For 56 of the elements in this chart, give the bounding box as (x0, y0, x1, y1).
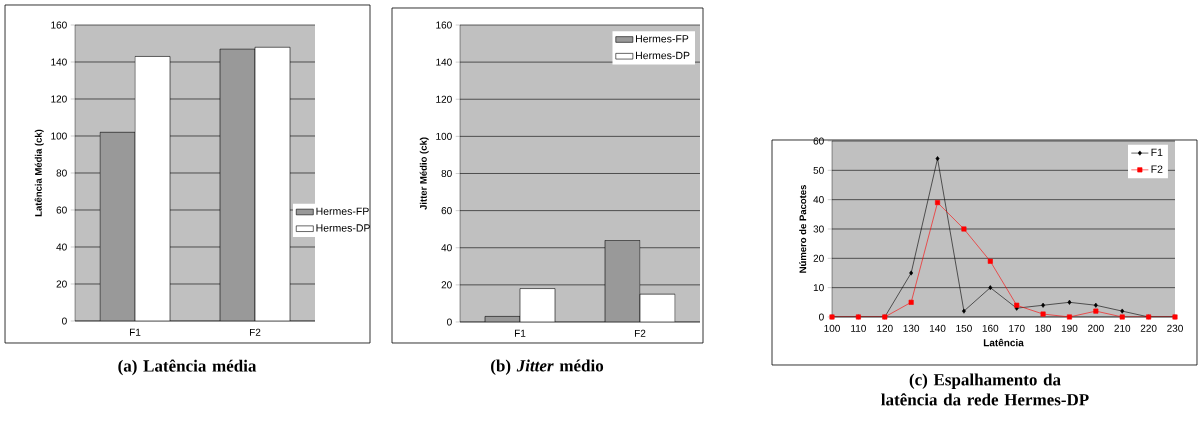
text: (b) Jitter médio (491, 359, 604, 375)
x-tick-label: 200 (1088, 324, 1104, 332)
x-tick-label: 100 (824, 324, 840, 332)
y-tick-label: 20 (56, 280, 67, 288)
y-tick-label: 120 (436, 95, 452, 103)
y-axis-title: Número de Pacotes (799, 185, 807, 273)
x-tick-label: 150 (956, 324, 972, 332)
y-tick-label: 40 (56, 243, 67, 251)
y-axis-title: Jitter Médio (ck) (419, 137, 429, 210)
y-tick-label: 160 (51, 21, 67, 29)
y-tick-label: 100 (436, 132, 452, 140)
y-tick-label: 0 (62, 317, 67, 325)
y-tick-label: 50 (813, 166, 824, 174)
x-tick-label: 120 (877, 324, 893, 332)
y-tick-label: 80 (441, 169, 452, 178)
x-tick-label: F2 (634, 329, 646, 337)
y-tick-label: 0 (819, 313, 824, 321)
x-tick-label: 220 (1140, 324, 1157, 332)
y-tick-label: 140 (51, 58, 67, 66)
y-tick-label: 40 (441, 244, 452, 252)
y-tick-label: 80 (56, 169, 67, 177)
y-tick-label: 100 (51, 132, 67, 140)
x-tick-label: 140 (929, 324, 946, 332)
y-tick-label: 30 (813, 225, 824, 233)
x-tick-label: 230 (1167, 324, 1183, 332)
x-tick-label: F1 (130, 328, 141, 336)
x-tick-label: F1 (514, 329, 526, 337)
y-tick-label: 10 (813, 284, 824, 292)
y-tick-label: 0 (447, 318, 452, 326)
x-tick-label: F2 (249, 328, 261, 336)
y-tick-label: 40 (813, 196, 824, 204)
legend-label: Hermes-FP (316, 207, 369, 215)
x-tick-label: 190 (1061, 324, 1078, 332)
x-axis-title: Latência (983, 338, 1024, 347)
x-tick-label: 160 (982, 324, 999, 332)
legend-label: Hermes-DP (636, 51, 690, 60)
y-tick-label: 60 (813, 137, 824, 145)
y-axis-title: Latência Média (ck) (34, 129, 44, 217)
y-tick-label: 20 (813, 254, 824, 262)
x-tick-label: 170 (1009, 324, 1025, 332)
y-tick-label: 20 (441, 281, 452, 289)
legend-label: F1 (1151, 148, 1163, 156)
text: (a) Latência média (118, 359, 257, 376)
text: (c) Espalhamento da latência da rede Hermes-DP (881, 373, 1089, 406)
legend-label: Hermes-DP (316, 224, 370, 232)
legend-label: F2 (1151, 165, 1163, 173)
legend-label: Hermes-FP (636, 35, 689, 43)
y-tick-label: 60 (56, 206, 67, 214)
y-tick-label: 160 (436, 21, 452, 29)
x-tick-label: 130 (903, 324, 920, 332)
y-tick-label: 60 (441, 207, 452, 215)
x-tick-label: 180 (1035, 324, 1052, 332)
y-tick-label: 120 (51, 95, 67, 103)
x-tick-label: 110 (851, 324, 866, 332)
x-tick-label: 210 (1114, 324, 1131, 332)
y-tick-label: 140 (436, 58, 452, 66)
